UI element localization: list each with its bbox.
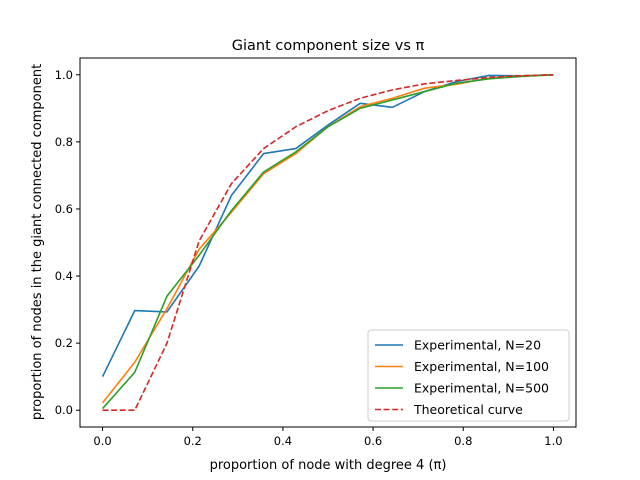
y-axis: 0.0 0.2 0.4 0.6 0.8 1.0 <box>55 68 80 417</box>
plot-frame <box>79 57 577 428</box>
x-tick-label: 0.0 <box>93 434 111 448</box>
legend-label-3: Experimental, N=500 <box>414 381 549 396</box>
y-tick-label: 0.4 <box>55 269 73 283</box>
series-line-4 <box>102 73 554 412</box>
legend-label-1: Experimental, N=20 <box>414 338 541 353</box>
legend-box <box>367 329 570 422</box>
series-line-3 <box>101 73 554 410</box>
x-tick-label: 0.8 <box>454 434 472 448</box>
x-axis-label: proportion of node with degree 4 (π) <box>210 458 447 473</box>
y-axis-label: proportion of nodes in the giant connect… <box>30 64 45 420</box>
x-tick-label: 0.2 <box>184 434 202 448</box>
y-tick-label: 0.0 <box>55 403 73 417</box>
y-tick-label: 1.0 <box>55 68 73 82</box>
y-tick-label: 0.6 <box>55 202 73 216</box>
x-tick-label: 0.4 <box>274 434 292 448</box>
legend-label-2: Experimental, N=100 <box>414 359 549 374</box>
legend-label-4: Theoretical curve <box>413 402 523 417</box>
chart-title: Giant component size vs π <box>232 38 425 54</box>
plot-lines <box>101 73 554 412</box>
series-line-1 <box>101 73 554 378</box>
x-tick-label: 0.6 <box>364 434 382 448</box>
y-tick-label: 0.8 <box>55 135 73 149</box>
x-tick-label: 1.0 <box>544 434 562 448</box>
x-axis: 0.0 0.2 0.4 0.6 0.8 1.0 <box>93 427 563 448</box>
legend: Experimental, N=20 Experimental, N=100 Exp… <box>367 329 570 422</box>
y-tick-label: 0.2 <box>55 336 73 350</box>
